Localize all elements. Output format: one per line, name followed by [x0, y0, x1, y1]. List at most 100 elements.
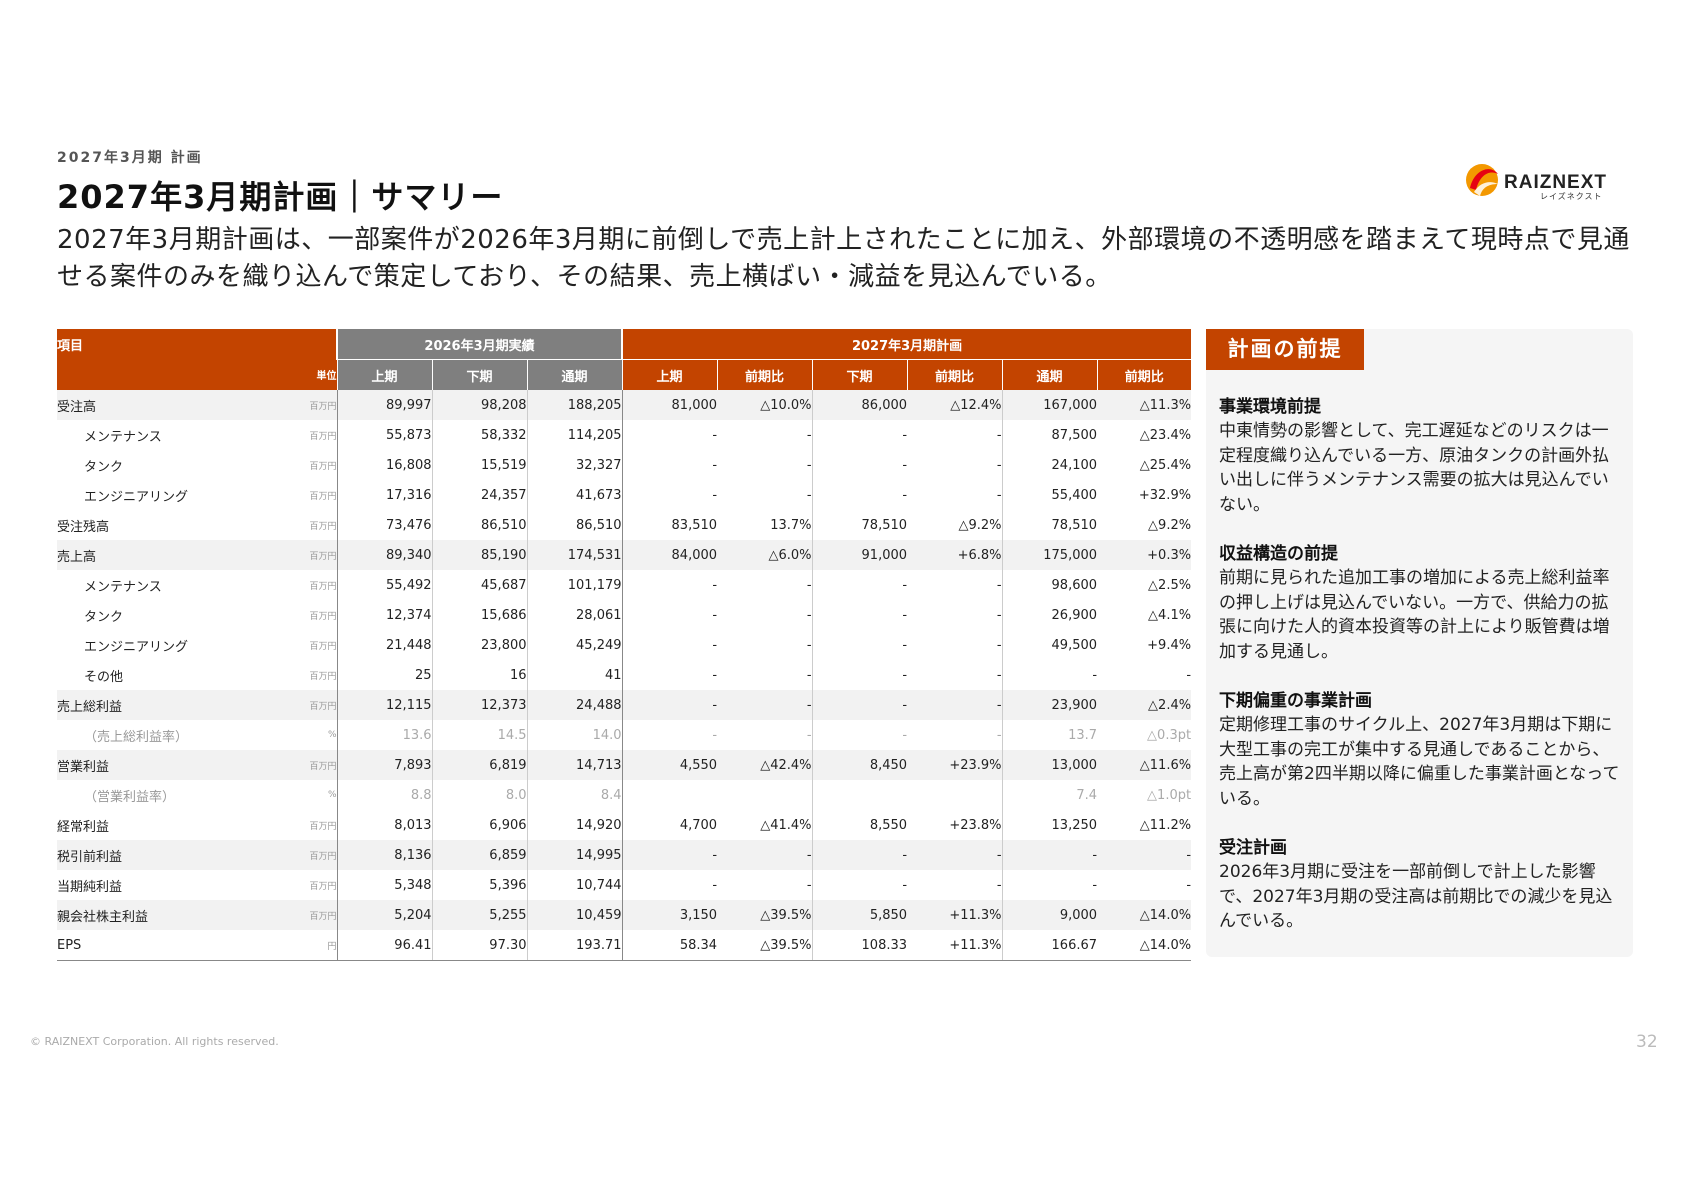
table-cell: △2.4%: [1097, 690, 1192, 720]
table-cell: 55,873: [336, 420, 433, 450]
row-label: メンテナンス: [84, 579, 162, 595]
table-cell: 8.0: [431, 780, 528, 810]
page-title: 2027年3月期計画｜サマリー: [57, 178, 504, 216]
table-cell: 175,000: [1001, 540, 1098, 570]
row-unit: 百万円: [275, 900, 338, 930]
table-row: 売上総利益 百万円 12,115 12,373 24,488- - - -23,900 △2.4…: [57, 690, 1192, 720]
table-cell: -: [806, 877, 812, 893]
table-cell: 89,997: [336, 390, 433, 420]
premise-section: 収益構造の前提 前期に見られた追加工事の増加による売上総利益率の押し上げは見込ん…: [1219, 542, 1624, 664]
header-col: 前期比: [716, 359, 813, 390]
table-cell: -: [811, 870, 908, 900]
table-cell: -: [907, 840, 1003, 870]
table-cell: -: [811, 450, 908, 480]
row-unit: 百万円: [309, 821, 337, 832]
row-unit: 百万円: [309, 431, 337, 442]
header-col: 前期比: [1096, 359, 1192, 390]
table-cell: 14.0: [526, 720, 623, 750]
table-cell: -: [621, 420, 718, 450]
table-cell: -: [811, 480, 908, 510]
table-row: （売上総利益率）% 13.6 14.5 14.0- - - -13.7 △0.3pt: [57, 720, 1191, 750]
table-cell: 98,600: [1001, 570, 1098, 600]
table-cell: 86,000: [811, 390, 908, 420]
table-cell: 8,550: [811, 810, 908, 840]
premise-body: 前期に見られた追加工事の増加による売上総利益率の押し上げは見込んでいない。一方で…: [1219, 568, 1610, 662]
table-cell: 73,476: [336, 510, 433, 540]
table-cell: 45,249: [526, 630, 623, 660]
table-cell: 16,808: [336, 450, 433, 480]
table-cell: 45,687: [431, 570, 528, 600]
table-cell: 5,255: [431, 900, 528, 930]
logo-wordmark: RAIZNEXT: [1504, 172, 1607, 193]
table-cell: 166.67: [1001, 930, 1098, 961]
row-label: 税引前利益: [57, 840, 275, 870]
row-unit: 百万円: [275, 750, 338, 780]
premise-section: 受注計画 2026年3月期に受注を一部前倒しで計上した影響で、2027年3月期の…: [1219, 836, 1624, 934]
table-cell: 12,373: [431, 690, 528, 720]
table-cell: 21,448: [336, 630, 433, 660]
row-label: 営業利益: [57, 750, 275, 780]
header-col: 上期: [621, 359, 718, 390]
table-cell: 101,179: [526, 570, 623, 600]
table-cell: -: [806, 577, 812, 593]
table-cell: -: [806, 607, 812, 623]
table-cell: -: [806, 667, 812, 683]
row-label: EPS: [57, 930, 275, 961]
table-cell: -: [996, 457, 1002, 473]
table-row: その他 百万円 25 16 41- - - - - -: [57, 660, 1191, 690]
table-cell: -: [811, 720, 908, 750]
table-cell: 91,000: [811, 540, 908, 570]
row-unit: 百万円: [275, 690, 338, 720]
table-cell: 8,013: [336, 810, 433, 840]
table-cell: -: [621, 660, 718, 690]
table-row: 税引前利益 百万円 8,136 6,859 14,995- - - - - -: [57, 840, 1192, 870]
row-unit: 百万円: [309, 641, 337, 652]
table-cell: 4,700: [621, 810, 718, 840]
row-label: タンク: [84, 609, 124, 625]
premise-heading: 事業環境前提: [1219, 397, 1321, 417]
premise-panel: 計画の前提 事業環境前提 中東情勢の影響として、完工遅延などのリスクは一定程度織…: [1206, 329, 1633, 957]
premise-heading: 収益構造の前提: [1219, 544, 1338, 564]
premise-body: 定期修理工事のサイクル上、2027年3月期は下期に大型工事の完工が集中する見通し…: [1219, 715, 1620, 809]
table-cell: -: [806, 637, 812, 653]
table-cell: 49,500: [1001, 630, 1098, 660]
row-unit: 百万円: [309, 461, 337, 472]
header-col: 下期: [811, 359, 908, 390]
table-cell: 6,906: [431, 810, 528, 840]
table-cell: 9,000: [1001, 900, 1098, 930]
table-cell: 78,510: [1001, 510, 1098, 540]
row-unit: 円: [275, 930, 338, 961]
table-cell: △41.4%: [760, 817, 812, 833]
copyright: © RAIZNEXT Corporation. All rights reser…: [30, 1035, 279, 1048]
table-cell: +32.9%: [1138, 487, 1192, 503]
row-label: 受注高: [57, 390, 275, 420]
table-cell: 23,900: [1001, 690, 1098, 720]
table-cell: △6.0%: [717, 540, 813, 570]
row-label: （売上総利益率）: [84, 729, 189, 745]
row-label: （営業利益率）: [84, 789, 176, 805]
table-subheader-row: 単位 上期 下期 通期 上期 前期比 下期 前期比 通期 前期比: [57, 359, 1192, 390]
row-unit: %: [327, 790, 337, 800]
table-cell: 7.4: [1001, 780, 1098, 810]
table-cell: -: [996, 637, 1002, 653]
table-cell: △14.0%: [1097, 900, 1192, 930]
table-cell: 8.8: [336, 780, 433, 810]
table-cell: -: [717, 840, 813, 870]
header-unit: 単位: [57, 359, 338, 390]
table-cell: 25: [336, 660, 433, 690]
table-cell: 55,400: [1001, 480, 1098, 510]
table-cell: 58,332: [431, 420, 528, 450]
table-cell: 12,115: [336, 690, 433, 720]
table-row: 受注高 百万円 89,997 98,208 188,205 81,000 △10.0% 86,…: [57, 390, 1192, 420]
header-col: 下期: [431, 359, 528, 390]
table-row: タンク 百万円 12,374 15,686 28,061- - - -26,900 △4.1%: [57, 600, 1191, 630]
row-unit: 百万円: [309, 491, 337, 502]
table-cell: 98,208: [431, 390, 528, 420]
table-cell: 28,061: [526, 600, 623, 630]
table-cell: -: [996, 727, 1002, 743]
table-cell: △39.5%: [717, 930, 813, 961]
table-cell: 24,357: [431, 480, 528, 510]
table-cell: 13.7%: [770, 517, 812, 533]
table-cell: -: [1001, 870, 1098, 900]
table-cell: -: [717, 690, 813, 720]
